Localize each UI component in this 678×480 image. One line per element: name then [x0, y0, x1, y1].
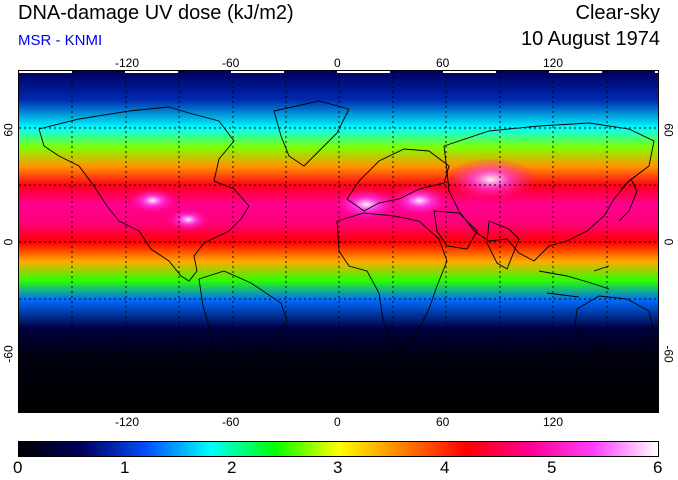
colorbar-label-2: 2: [227, 458, 237, 477]
lat-tick-left-0: 0: [1, 238, 16, 246]
lat-tick-left-minus60: -60: [1, 345, 16, 363]
lon-tick-top-minus120: -120: [115, 56, 140, 70]
lat-tick-right-0: 0: [661, 238, 676, 246]
hotspot-3: [127, 187, 178, 214]
uv-dose-map: [18, 70, 659, 413]
lon-tick-bottom-60: 60: [436, 415, 450, 429]
lon-tick-top-120: 120: [543, 56, 564, 70]
coastline-europe: [346, 148, 450, 212]
graticule: [19, 71, 658, 412]
coastline-africa: [336, 212, 448, 350]
colorbar-label-3: 3: [333, 458, 343, 477]
coastline-arabia: [433, 210, 478, 250]
lon-tick-bottom-120: 120: [543, 415, 564, 429]
lat-tick-right-60: 60: [661, 123, 676, 137]
coastline-indonesia: [538, 265, 610, 298]
source-label: MSR - KNMI: [18, 32, 103, 49]
colorbar-label-4: 4: [440, 458, 450, 477]
hotspot-2: [388, 184, 451, 217]
coastline-north-america: [38, 106, 250, 282]
colorbar: [18, 441, 659, 457]
coastline-greenland: [273, 100, 350, 167]
colorbar-label-0: 0: [13, 458, 23, 477]
coastline-india: [486, 220, 520, 270]
coastlines: [19, 100, 658, 402]
lon-tick-bottom-minus120: -120: [115, 415, 140, 429]
date-label: 10 August 1974: [520, 28, 660, 50]
colorbar-label-1: 1: [120, 458, 130, 477]
coastline-australia: [574, 295, 655, 362]
colorbar-label-5: 5: [547, 458, 557, 477]
sky-condition-label: Clear-sky: [575, 2, 660, 24]
lat-tick-right-minus60: -60: [661, 345, 676, 363]
lon-tick-bottom-0: 0: [334, 415, 341, 429]
lat-tick-left-60: 60: [1, 123, 16, 137]
coastline-antarctica: [19, 388, 658, 402]
map-canvas: [19, 71, 658, 412]
hotspot-4: [166, 207, 211, 232]
lon-tick-top-minus60: -60: [222, 56, 240, 70]
coastline-south-america: [198, 270, 288, 384]
coastline-japan: [618, 178, 638, 222]
map-title: DNA-damage UV dose (kJ/m2): [18, 2, 294, 24]
colorbar-label-6: 6: [653, 458, 663, 477]
lon-tick-top-0: 0: [334, 56, 341, 70]
hotspot-0: [444, 158, 537, 202]
lon-tick-bottom-minus60: -60: [222, 415, 240, 429]
lon-tick-top-60: 60: [436, 56, 450, 70]
